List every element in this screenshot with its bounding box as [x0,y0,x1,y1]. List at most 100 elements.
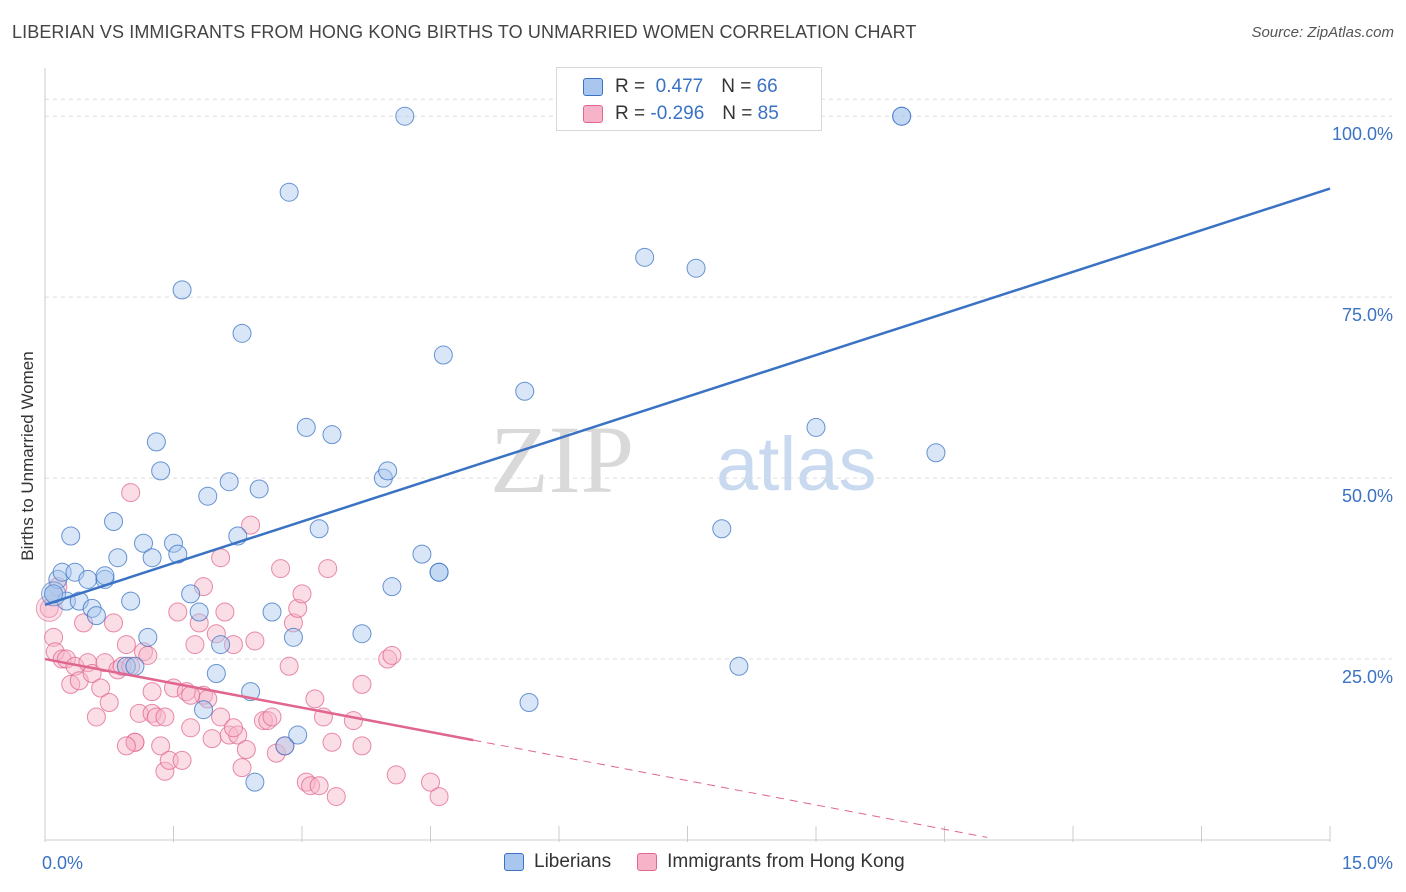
pink-point [343,711,363,731]
pink-point [352,736,372,756]
x-tick-label: 0.0% [42,853,83,873]
pink-point [189,613,209,633]
pink-point [99,692,119,712]
blue-point [429,562,449,582]
blue-point [262,602,282,622]
blue-point [138,627,158,647]
blue-point [352,624,372,644]
y-tick-label: 50.0% [1342,486,1393,506]
legend-n-value: 66 [756,76,778,97]
pink-point [292,584,312,604]
blue-point [181,584,201,604]
blue-point [249,479,269,499]
pink-point [241,515,261,535]
legend-item-liberians: Liberians [504,851,611,873]
pink-point [382,645,402,665]
source-label: Source: ZipAtlas.com [1251,24,1394,41]
pink-point [279,656,299,676]
legend-r-value: -0.296 [650,103,705,124]
blue-point [926,443,946,463]
blue-point [378,461,398,481]
pink-point [211,707,231,727]
blue-point [164,533,183,553]
pink-point [206,624,226,644]
blue-point [635,247,655,267]
x-tick-labels: 0.0% 15.0% [42,853,1393,873]
legend-swatch-pink [637,853,658,871]
pink-point [116,635,136,655]
axes [44,68,1331,842]
blue-point [296,417,316,437]
blue-point [146,432,166,452]
series-legend: Liberians Immigrants from Hong Kong [504,851,931,873]
pink-point [322,732,342,752]
watermark-zip: ZIP [490,406,634,513]
blue-point [232,323,252,343]
blue-point [189,602,209,622]
blue-point [322,425,342,445]
blue-point [172,280,192,300]
blue-point [198,486,218,506]
legend-n-value: 85 [757,103,779,124]
blue-point [433,345,453,365]
blue-point [86,606,106,626]
blue-point [515,381,535,401]
y-tick-label: 100.0% [1332,124,1393,144]
blue-point [151,461,171,481]
blue-point [78,569,98,589]
pink-point [211,548,231,568]
blue-point [279,182,299,202]
pink-point [352,674,372,694]
blue-point [288,725,308,745]
legend-r-label: R = [615,76,646,97]
blue-point [412,544,432,564]
pink-point [168,602,188,622]
blue-point [283,627,303,647]
legend-n-label: N = [722,103,753,124]
legend-swatch-blue [504,853,524,871]
pink-point [142,682,162,702]
trend-lines [44,187,1331,838]
blue-point [395,106,415,126]
trend-line-liberians [44,187,1331,606]
pink-points [35,483,449,807]
blue-point [275,736,295,756]
grid-lines [45,98,1392,660]
trend-line-hongkong [44,657,474,742]
y-axis-label: Births to Unmarried Women [18,351,37,561]
pink-point [429,787,449,807]
pink-point [288,598,308,618]
pink-point [215,602,235,622]
legend-swatch-blue [583,78,603,96]
blue-point [61,526,81,546]
blue-point [309,519,329,539]
watermark-atlas: atlas [716,422,877,507]
blue-point [892,106,912,126]
blue-point [108,548,128,568]
pink-point [86,707,106,727]
chart-title: LIBERIAN VS IMMIGRANTS FROM HONG KONG BI… [12,22,917,42]
pink-point [309,776,329,796]
pink-point [318,559,338,579]
pink-point [44,627,64,647]
blue-point [125,656,145,676]
pink-point [181,718,201,738]
pink-point [116,736,136,756]
pink-point [326,787,346,807]
correlation-legend: R = 0.477 N = 66 R = -0.296 N = 85 [556,67,822,131]
pink-point [262,707,282,727]
pink-point [104,613,124,633]
legend-row-hongkong: R = -0.296 N = 85 [583,103,779,125]
blue-point [142,548,162,568]
x-tick-label: 15.0% [1342,853,1393,873]
y-tick-label: 25.0% [1342,667,1393,687]
blue-point [206,664,226,684]
legend-r-value: 0.477 [655,76,704,97]
pink-point [172,750,192,770]
blue-point [193,700,213,720]
pink-point [245,631,265,651]
blue-point [729,656,749,676]
pink-point [283,613,303,633]
pink-point [91,678,111,698]
pink-point [155,707,175,727]
